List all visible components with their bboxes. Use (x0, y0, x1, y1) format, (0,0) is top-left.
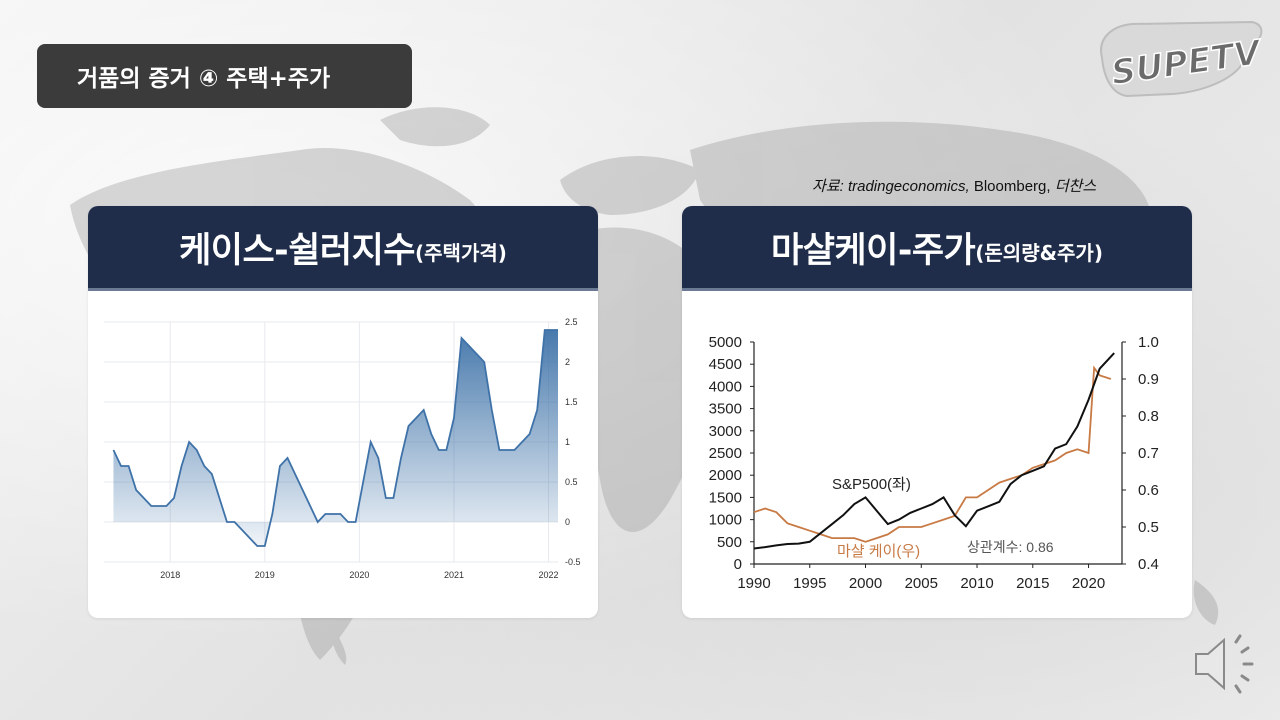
right-tick-label: 0.7 (1138, 445, 1159, 462)
case-shiller-panel: 케이스-쉴러지수 (주택가격) 2.5 2 1.5 1 0.5 0 -0.5 2018 2019 2… (88, 206, 598, 618)
x-tick-label: 2010 (960, 575, 993, 592)
left-tick-label: 1500 (709, 489, 742, 506)
x-tick-label: 2021 (444, 570, 464, 580)
y-tick-label: 0.5 (565, 477, 578, 487)
supetv-logo: SUPETV (1100, 20, 1266, 98)
x-tick-label: 2019 (255, 570, 275, 580)
series-line (112, 329, 558, 547)
marshall-k-subtitle: (돈의량&주가) (975, 240, 1103, 265)
right-tick-label: 0.5 (1138, 519, 1159, 536)
y-tick-label: 1 (565, 437, 570, 447)
marshall-k-line (753, 365, 1112, 543)
case-shiller-header: 케이스-쉴러지수 (주택가격) (88, 206, 598, 291)
left-tick-label: 4500 (709, 356, 742, 373)
source-prefix: 자료: (812, 178, 848, 195)
left-tick-label: 3500 (709, 401, 742, 418)
sp500-line (753, 352, 1115, 550)
y-tick-label: 1.5 (565, 397, 578, 407)
right-tick-label: 0.4 (1138, 556, 1159, 573)
source-tradingeconomics: tradingeconomics, (847, 178, 970, 195)
source-caption: 자료: tradingeconomics, Bloomberg, 더찬스 (812, 175, 1192, 196)
x-tick-label: 1990 (737, 575, 770, 592)
right-tick-label: 0.8 (1138, 408, 1159, 425)
left-tick-label: 1000 (709, 512, 742, 529)
x-tick-label: 2020 (1072, 575, 1105, 592)
y-tick-label: 2.5 (565, 317, 578, 327)
marshall-k-title: 마샬케이-주가 (771, 230, 976, 271)
left-tick-label: 2500 (709, 445, 742, 462)
left-tick-label: 2000 (709, 467, 742, 484)
y-tick-label: -0.5 (565, 557, 581, 567)
right-tick-label: 1.0 (1138, 334, 1159, 351)
slide-title: 거품의 증거 ④ 주택+주가 (77, 66, 331, 92)
correlation-label: 상관계수: 0.86 (967, 539, 1054, 555)
x-tick-label: 2005 (905, 575, 938, 592)
speaker-icon[interactable] (1190, 632, 1260, 696)
left-tick-label: 5000 (709, 334, 742, 351)
x-tick-label: 2022 (539, 570, 559, 580)
left-tick-label: 4000 (709, 378, 742, 395)
right-tick-label: 0.9 (1138, 371, 1159, 388)
x-tick-label: 2018 (160, 570, 180, 580)
case-shiller-title: 케이스-쉴러지수 (179, 230, 416, 271)
x-tick-label: 2020 (349, 570, 369, 580)
left-tick-label: 3000 (709, 423, 742, 440)
right-tick-label: 0.6 (1138, 482, 1159, 499)
y-tick-label: 2 (565, 357, 570, 367)
left-tick-label: 0 (734, 556, 742, 573)
marshall-k-panel: 마샬케이-주가 (돈의량&주가) 5000 4500 4000 3500 3000 2500… (682, 206, 1192, 618)
source-bloomberg: Bloomberg, (969, 178, 1055, 195)
x-tick-label: 1995 (793, 575, 826, 592)
sp500-label: S&P500(좌) (832, 476, 911, 493)
case-shiller-chart: 2.5 2 1.5 1 0.5 0 -0.5 2018 2019 2020 2021 2022 (104, 317, 581, 580)
slide-title-badge: 거품의 증거 ④ 주택+주가 (37, 44, 412, 108)
marshall-k-chart: 5000450040003500300025002000150010005000… (709, 334, 1159, 592)
y-tick-label: 0 (565, 517, 570, 527)
x-tick-label: 2000 (849, 575, 882, 592)
source-thechance: 더찬스 (1054, 178, 1097, 195)
marshall-k-header: 마샬케이-주가 (돈의량&주가) (682, 206, 1192, 291)
left-tick-label: 500 (717, 534, 742, 551)
case-shiller-subtitle: (주택가격) (415, 240, 507, 265)
x-tick-label: 2015 (1016, 575, 1049, 592)
area-fill (113, 330, 558, 546)
marshall-k-label: 마샬 케이(우) (837, 543, 920, 560)
